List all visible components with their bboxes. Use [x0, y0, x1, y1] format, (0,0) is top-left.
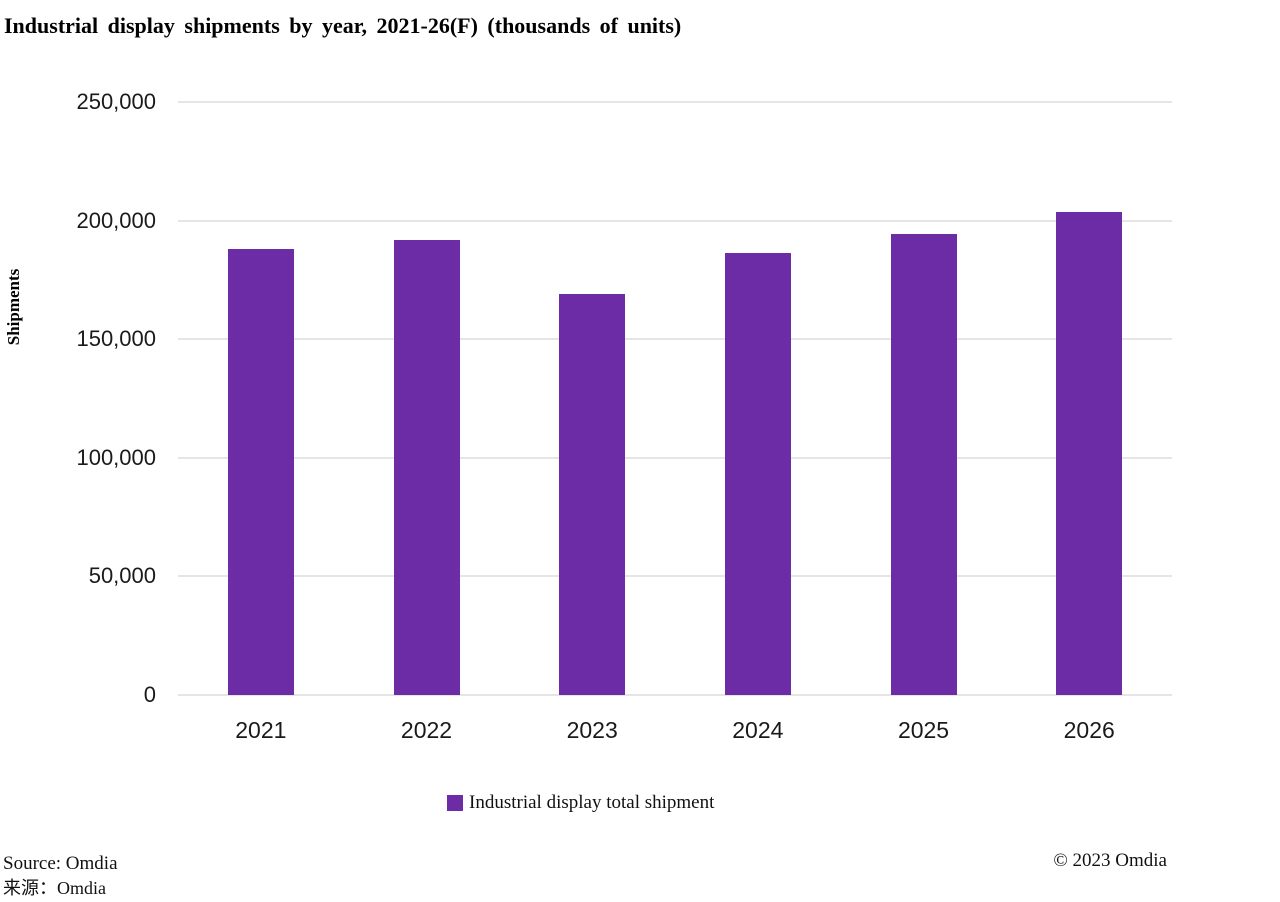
- x-tick-label-2025: 2025: [897, 717, 950, 743]
- bar-2026: [1056, 212, 1123, 695]
- x-tick-label-2023: 2023: [566, 717, 618, 743]
- bar-slot-2024: [675, 102, 841, 695]
- y-tick-label: 50,000: [88, 563, 156, 589]
- bar-2024: [724, 252, 791, 695]
- y-tick-label: 150,000: [76, 326, 156, 352]
- bar-slot-2022: [344, 102, 510, 695]
- legend: Industrial display total shipment: [447, 792, 714, 814]
- x-tick-label-2024: 2024: [732, 717, 784, 743]
- plot-area: [178, 101, 1172, 696]
- legend-marker-square-icon: [447, 795, 463, 811]
- bar-slot-2026: [1006, 102, 1172, 695]
- gridline: [178, 694, 1172, 696]
- bars-row: [178, 102, 1172, 695]
- x-tick-label-2021: 2021: [235, 717, 287, 743]
- y-tick-label: 0: [143, 682, 156, 707]
- gridline: [178, 338, 1172, 341]
- source-text-zh: 来源：Omdia: [3, 878, 106, 898]
- gridline: [178, 219, 1172, 222]
- legend-label: Industrial display total shipment: [469, 792, 715, 813]
- y-tick-label: 250,000: [76, 89, 156, 114]
- y-tick-label: 200,000: [76, 207, 156, 233]
- bar-2021: [227, 249, 294, 695]
- x-tick-label-2026: 2026: [1063, 717, 1115, 743]
- gridline: [178, 456, 1172, 459]
- bar-2022: [393, 239, 460, 695]
- copyright-text: © 2023 Omdia: [1053, 850, 1167, 871]
- source-block: Source: Omdia 来源：Omdia: [3, 851, 118, 901]
- bar-slot-2021: [178, 102, 344, 695]
- bar-2023: [559, 294, 626, 695]
- source-text-en: Source: Omdia: [3, 853, 118, 874]
- y-tick-label: 100,000: [76, 444, 156, 470]
- y-axis-labels: 0 50,000 100,000 150,000 200,000 250,000: [0, 91, 156, 706]
- bar-slot-2025: [841, 102, 1007, 695]
- gridline: [178, 575, 1172, 578]
- bar-2025: [890, 233, 957, 695]
- x-axis-labels: 2021 2022 2023 2024 2025 2026: [178, 717, 1172, 744]
- gridline: [178, 101, 1172, 103]
- chart-title: Industrial display shipments by year, 20…: [4, 13, 682, 38]
- bar-slot-2023: [509, 102, 675, 695]
- x-tick-label-2022: 2022: [400, 717, 453, 743]
